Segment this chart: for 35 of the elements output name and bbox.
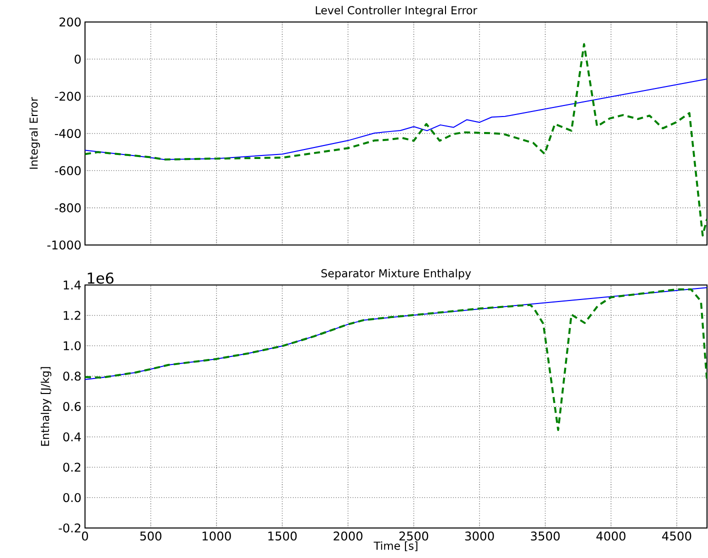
y-tick-label: 0.8 bbox=[63, 372, 81, 381]
y-tick-label: 200 bbox=[60, 17, 81, 27]
y-tick-label: 1.4 bbox=[64, 280, 81, 290]
y-axis-title: Integral Error bbox=[29, 97, 40, 169]
y-tick-label: 0.6 bbox=[63, 402, 81, 412]
y-tick-label: 0.2 bbox=[63, 462, 80, 472]
x-tick-label: 3000 bbox=[465, 532, 494, 541]
line-series bbox=[85, 43, 708, 237]
x-tick-label: 500 bbox=[140, 532, 162, 541]
line-series bbox=[85, 78, 708, 160]
y-tick-label: 1.2 bbox=[64, 310, 80, 320]
y-tick-label: -200 bbox=[54, 92, 81, 101]
x-tick-label: 3500 bbox=[530, 532, 560, 541]
y-axis-title: Enthalpy [J/kg] bbox=[40, 367, 52, 446]
x-tick-label: 1000 bbox=[202, 532, 231, 541]
line-series bbox=[85, 288, 708, 432]
x-tick-label: 4000 bbox=[596, 532, 626, 541]
x-tick-label: 2000 bbox=[334, 532, 362, 541]
y-tick-label: -400 bbox=[54, 128, 81, 138]
y-tick-label: -0.2 bbox=[58, 523, 80, 533]
x-tick-label: 1500 bbox=[268, 532, 297, 541]
y-tick-label: -1000 bbox=[47, 240, 81, 250]
y-tick-label: -800 bbox=[54, 203, 81, 212]
y-tick-label: 0.4 bbox=[63, 432, 81, 442]
x-tick-label: 2500 bbox=[399, 532, 428, 541]
x-tick-label: 4500 bbox=[662, 532, 692, 541]
x-tick-label: 0 bbox=[82, 532, 88, 541]
y-tick-label: -600 bbox=[54, 166, 81, 176]
y-tick-label: 1.0 bbox=[64, 341, 81, 350]
text: 1e6 bbox=[88, 272, 114, 284]
x-axis-title: Time [s] bbox=[374, 541, 418, 552]
y-tick-label: 0 bbox=[74, 54, 81, 64]
chart-title: Separator Mixture Enthalpy bbox=[321, 268, 471, 280]
y-tick-label: 0.0 bbox=[63, 493, 81, 502]
chart-title: Level Controller Integral Error bbox=[316, 6, 478, 16]
